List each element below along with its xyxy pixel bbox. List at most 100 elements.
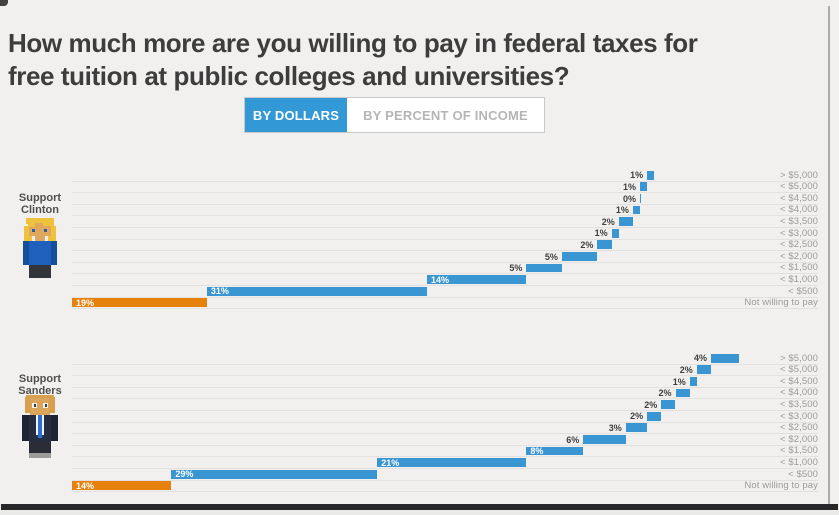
category-label-1-500: < $1,500 [779,262,818,274]
footer-gutter [0,510,839,515]
footer-bar [1,504,838,510]
category-label-2-000: < $2,000 [779,433,818,445]
chart-row-4-500: 0% < $4,500 [72,193,818,205]
percent-label: 1% [594,228,608,239]
view-toggle: BY DOLLARS BY PERCENT OF INCOME [244,97,545,133]
percent-label: 2% [679,364,693,375]
bar-support-clinton-3-000 [611,228,619,238]
percent-label: 29% [175,469,194,480]
category-label-2-500: < $2,500 [779,422,818,434]
percent-label: 8% [530,446,544,457]
category-label-4-500: < $4,500 [779,375,818,387]
chart-row-4-500: 1% < $4,500 [72,376,818,388]
percent-label: 4% [693,353,707,364]
bar-support-sanders-2-500 [625,423,648,433]
category-label-3-000: < $3,000 [779,410,818,422]
category-label-5-000: < $5,000 [779,364,818,376]
sanders-chart: Support Sanders 4% > $5,000 2% < $5,000 1% < $… [0,353,839,503]
bar-support-sanders-2-000 [583,434,626,444]
bar-support-sanders-5-000 [711,353,740,363]
page-title-line1: How much more are you willing to pay in … [8,28,698,59]
bar-support-sanders-4-000 [675,388,690,398]
percent-label: 2% [601,216,615,227]
category-label-2-500: < $2,500 [779,239,818,251]
category-label-4-500: < $4,500 [779,192,818,204]
chart-row-3-000: 2% < $3,000 [72,411,818,423]
clinton-plot-area: 1% > $5,000 1% < $5,000 0% < $4,500 1% < $4,000… [72,170,818,310]
bar-support-sanders-5-000 [696,365,711,375]
chart-row-500: 31% < $500 [72,286,818,298]
sanders-avatar-icon [22,395,58,465]
bar-support-clinton-5-000 [640,182,648,192]
bar-support-clinton-4-000 [632,205,640,215]
chart-row-5-000: 2% < $5,000 [72,365,818,377]
page-title: How much more are you willing to pay in … [8,27,818,93]
category-label-not-willing-to-pay: Not willing to pay [744,297,818,309]
toggle-by-dollars-button[interactable]: BY DOLLARS [245,98,347,132]
chart-row-2-000: 6% < $2,000 [72,434,818,446]
percent-label: 5% [544,251,558,262]
chart-row-1-000: 21% < $1,000 [72,457,818,469]
bar-support-clinton-5-000 [647,170,655,180]
percent-label: 6% [566,434,580,445]
bar-support-clinton-not-willing-to-pay [72,298,207,308]
bar-support-clinton-3-500 [618,217,633,227]
chart-row-1-000: 14% < $1,000 [72,274,818,286]
support-sanders-label-line1: Support [18,373,62,385]
category-label-not-willing-to-pay: Not willing to pay [744,480,818,492]
percent-label: 2% [644,399,658,410]
bar-support-clinton-4-500 [640,193,642,203]
bar-support-sanders-4-500 [689,376,697,386]
percent-label: 1% [630,170,644,181]
bar-support-clinton-1-500 [526,263,562,273]
chart-row-2-000: 5% < $2,000 [72,251,818,263]
category-label-5-000: > $5,000 [779,352,818,364]
chart-row-5-000: 4% > $5,000 [72,353,818,365]
toggle-by-percent-button[interactable]: BY PERCENT OF INCOME [347,98,544,132]
sanders-plot-area: 4% > $5,000 2% < $5,000 1% < $4,500 2% < $4,000… [72,353,818,493]
chart-row-not-willing-to-pay: 19% Not willing to pay [72,298,818,310]
category-label-500: < $500 [788,468,818,480]
percent-label: 1% [672,376,686,387]
chart-row-500: 29% < $500 [72,469,818,481]
percent-label: 1% [615,205,629,216]
support-clinton-label-line1: Support [18,192,62,204]
chart-row-not-willing-to-pay: 14% Not willing to pay [72,481,818,493]
category-label-5-000: < $5,000 [779,181,818,193]
bar-support-sanders-1-000 [377,458,527,468]
chart-row-3-000: 1% < $3,000 [72,228,818,240]
bar-support-clinton-2-500 [597,240,612,250]
category-label-4-000: < $4,000 [779,204,818,216]
percent-label: 14% [76,480,95,491]
bar-support-sanders-3-000 [647,411,662,421]
percent-label: 1% [622,181,636,192]
percent-label: 2% [580,239,594,250]
window-right-border [828,6,830,504]
support-clinton-label-line2: Clinton [21,204,59,216]
percent-label: 2% [630,411,644,422]
bar-support-clinton-1-000 [427,275,527,285]
bar-support-clinton-500 [206,286,427,296]
percent-label: 0% [622,193,636,204]
chart-row-4-000: 1% < $4,000 [72,205,818,217]
category-label-2-000: < $2,000 [779,250,818,262]
percent-label: 3% [608,422,622,433]
support-clinton-label: Support Clinton [12,192,68,216]
category-label-5-000: > $5,000 [779,169,818,181]
percent-label: 21% [381,457,400,468]
bar-support-sanders-1-500 [526,446,584,456]
chart-row-3-500: 2% < $3,500 [72,399,818,411]
chart-row-3-500: 2% < $3,500 [72,216,818,228]
bar-support-clinton-2-000 [561,251,598,261]
chart-row-2-500: 2% < $2,500 [72,240,818,252]
category-label-3-500: < $3,500 [779,398,818,410]
percent-label: 31% [210,286,229,297]
chart-row-2-500: 3% < $2,500 [72,423,818,435]
percent-label: 2% [658,388,672,399]
category-label-1-000: < $1,000 [779,456,818,468]
window-corner-artifact [0,0,8,6]
percent-label: 14% [431,274,450,285]
category-label-4-000: < $4,000 [779,387,818,399]
bar-support-sanders-not-willing-to-pay [72,481,172,491]
clinton-chart: Support Clinton 1% > $5,000 1% < $5,000 0% < $… [0,170,839,320]
